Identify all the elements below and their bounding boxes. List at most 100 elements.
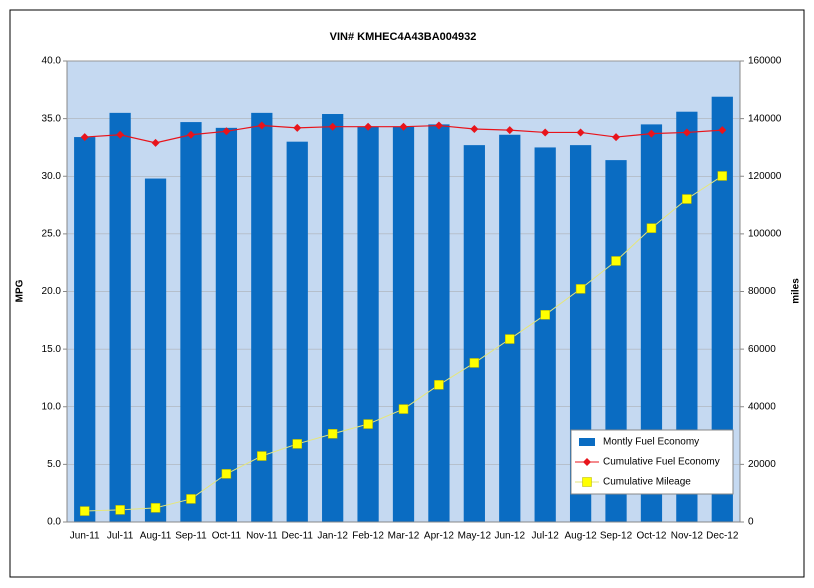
y2-tick-label: 40000 bbox=[748, 401, 776, 412]
x-tick-label: Oct-12 bbox=[636, 531, 666, 542]
y-tick-label: 10.0 bbox=[42, 401, 62, 412]
marker bbox=[80, 133, 89, 142]
marker bbox=[398, 404, 409, 414]
y2-tick-label: 0 bbox=[748, 517, 754, 528]
marker bbox=[611, 256, 621, 266]
marker bbox=[612, 133, 621, 142]
x-tick-label: Aug-12 bbox=[564, 531, 597, 542]
y-tick-label: 30.0 bbox=[42, 171, 62, 182]
y-tick-label: 0.0 bbox=[47, 517, 61, 528]
y2-tick-label: 100000 bbox=[748, 229, 782, 240]
marker bbox=[115, 505, 125, 515]
x-tick-label: Mar-12 bbox=[388, 531, 420, 542]
marker bbox=[186, 494, 196, 504]
bar bbox=[534, 147, 556, 522]
legend-label: Cumulative Fuel Economy bbox=[603, 457, 720, 468]
y-tick-label: 35.0 bbox=[42, 113, 62, 124]
bar bbox=[144, 178, 167, 522]
x-tick-label: Aug-11 bbox=[140, 531, 172, 542]
x-tick-label: Sep-11 bbox=[175, 531, 207, 542]
marker bbox=[646, 223, 657, 233]
marker bbox=[399, 122, 408, 131]
y-tick-label: 20.0 bbox=[42, 286, 62, 297]
legend-swatch bbox=[582, 477, 592, 487]
bar bbox=[569, 145, 592, 522]
bar bbox=[322, 114, 344, 522]
y2-tick-label: 140000 bbox=[748, 113, 782, 124]
legend-label: Cumulative Mileage bbox=[603, 477, 691, 488]
x-tick-label: Oct-11 bbox=[212, 531, 242, 542]
x-tick-label: Sep-12 bbox=[600, 531, 633, 542]
bar bbox=[251, 112, 273, 523]
x-tick-label: Jun-12 bbox=[494, 531, 525, 542]
x-tick-label: Jun-11 bbox=[70, 531, 100, 542]
marker bbox=[116, 130, 125, 139]
x-tick-label: Nov-12 bbox=[671, 531, 704, 542]
legend-swatch bbox=[583, 458, 591, 466]
marker bbox=[186, 130, 195, 139]
marker bbox=[541, 128, 550, 137]
x-tick-label: Jan-12 bbox=[317, 531, 348, 542]
x-tick-label: May-12 bbox=[458, 531, 492, 542]
marker bbox=[682, 128, 691, 137]
marker bbox=[257, 451, 267, 461]
bar bbox=[109, 112, 131, 523]
marker bbox=[470, 124, 479, 133]
x-tick-label: Feb-12 bbox=[352, 531, 384, 542]
marker bbox=[257, 121, 266, 130]
marker bbox=[575, 284, 586, 294]
x-tick-label: Jul-12 bbox=[532, 531, 560, 542]
marker bbox=[222, 127, 231, 136]
y2-tick-label: 120000 bbox=[748, 171, 782, 182]
marker bbox=[434, 121, 443, 130]
marker bbox=[293, 123, 302, 132]
marker bbox=[151, 138, 160, 147]
x-tick-label: Jul-11 bbox=[107, 531, 134, 542]
bar bbox=[215, 127, 238, 522]
marker bbox=[327, 429, 338, 439]
y-tick-label: 25.0 bbox=[42, 229, 62, 240]
marker bbox=[576, 128, 585, 137]
bar bbox=[180, 122, 202, 523]
y-axis-label: MPG bbox=[15, 279, 26, 302]
marker bbox=[79, 506, 90, 516]
chart-title: VIN# KMHEC4A43BA004932 bbox=[330, 31, 477, 43]
bar bbox=[286, 141, 308, 523]
marker bbox=[292, 439, 302, 449]
marker bbox=[717, 171, 728, 181]
x-tick-label: Dec-11 bbox=[281, 531, 313, 542]
marker bbox=[150, 503, 161, 513]
y-tick-label: 15.0 bbox=[42, 344, 62, 355]
marker bbox=[328, 122, 337, 131]
marker bbox=[469, 358, 480, 368]
bar bbox=[499, 134, 521, 522]
marker bbox=[718, 126, 727, 135]
y-tick-label: 5.0 bbox=[47, 459, 61, 470]
bar bbox=[463, 145, 485, 522]
bar bbox=[711, 96, 733, 522]
legend-label: Montly Fuel Economy bbox=[603, 437, 699, 448]
marker bbox=[221, 469, 232, 479]
x-tick-label: Apr-12 bbox=[424, 531, 454, 542]
legend-swatch bbox=[579, 438, 595, 446]
bar bbox=[357, 126, 379, 522]
x-tick-label: Dec-12 bbox=[706, 531, 739, 542]
y2-tick-label: 20000 bbox=[748, 459, 776, 470]
marker bbox=[364, 122, 373, 131]
marker bbox=[505, 126, 514, 135]
marker bbox=[682, 194, 692, 204]
bar bbox=[428, 124, 450, 522]
y2-tick-label: 80000 bbox=[748, 286, 776, 297]
marker bbox=[647, 129, 656, 138]
y2-tick-label: 160000 bbox=[748, 56, 782, 67]
bar bbox=[74, 137, 96, 522]
marker bbox=[505, 334, 515, 344]
marker bbox=[540, 310, 550, 320]
y-tick-label: 40.0 bbox=[42, 56, 62, 67]
bar bbox=[392, 126, 415, 522]
marker bbox=[434, 380, 444, 390]
bar bbox=[676, 111, 698, 523]
y2-tick-label: 60000 bbox=[748, 344, 776, 355]
y2-axis-label: miles bbox=[791, 278, 802, 304]
